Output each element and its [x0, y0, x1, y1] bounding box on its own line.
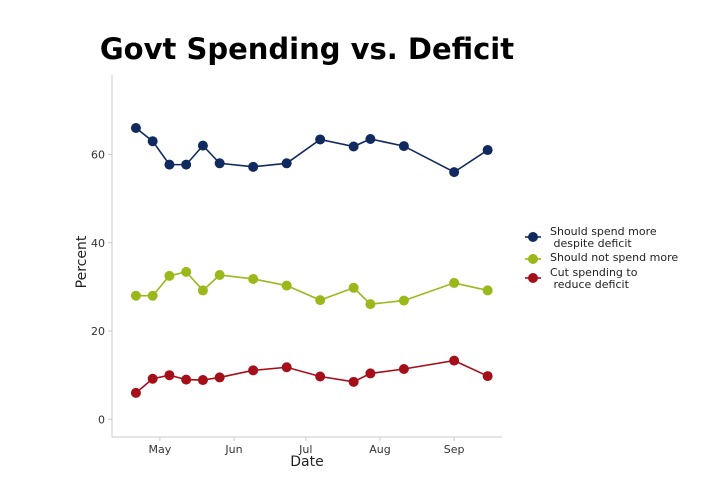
x-tick-label: Sep: [444, 443, 465, 456]
data-point: [214, 269, 225, 280]
data-point: [214, 158, 225, 169]
data-point: [197, 140, 208, 151]
y-tick-label: 0: [98, 413, 105, 426]
data-point: [248, 365, 259, 376]
x-tick-label: Jun: [224, 443, 242, 456]
data-point: [482, 371, 493, 382]
data-point: [248, 161, 259, 172]
series-line-1: [135, 271, 488, 305]
data-point: [248, 273, 259, 284]
legend-label: Should not spend more: [550, 251, 678, 264]
data-point: [281, 362, 292, 373]
data-point: [164, 159, 175, 170]
legend-marker: [528, 232, 538, 242]
y-tick-label: 20: [91, 325, 105, 338]
x-tick-label: Jul: [298, 443, 312, 456]
legend-label: Should spend more despite deficit: [550, 225, 657, 250]
data-point: [214, 372, 225, 383]
data-point: [449, 167, 460, 178]
data-point: [181, 266, 192, 277]
data-point: [164, 370, 175, 381]
y-tick-label: 60: [91, 148, 105, 161]
data-point: [315, 134, 326, 145]
data-point: [197, 375, 208, 386]
data-point: [130, 122, 141, 133]
data-point: [281, 280, 292, 291]
data-point: [315, 371, 326, 382]
data-point: [398, 295, 409, 306]
data-point: [348, 282, 359, 293]
data-point: [130, 290, 141, 301]
data-point: [281, 158, 292, 169]
y-tick-label: 40: [91, 237, 105, 250]
chart-title: Govt Spending vs. Deficit: [100, 32, 514, 66]
data-point: [197, 285, 208, 296]
data-point: [147, 290, 158, 301]
data-point: [348, 376, 359, 387]
x-axis-label: Date: [290, 454, 323, 470]
data-point: [365, 134, 376, 145]
data-point: [147, 136, 158, 147]
legend-marker: [528, 273, 538, 283]
data-point: [449, 277, 460, 288]
data-point: [398, 364, 409, 375]
data-point: [482, 285, 493, 296]
data-point: [130, 387, 141, 398]
data-point: [315, 295, 326, 306]
data-point: [348, 141, 359, 152]
data-point: [147, 373, 158, 384]
data-point: [482, 145, 493, 156]
data-point: [365, 299, 376, 310]
data-point: [164, 270, 175, 281]
legend-label: Cut spending to reduce deficit: [550, 266, 638, 291]
data-point: [449, 355, 460, 366]
data-point: [398, 141, 409, 152]
data-point: [365, 368, 376, 379]
legend-marker: [528, 254, 538, 264]
x-tick-label: Aug: [369, 443, 390, 456]
y-axis-label: Percent: [74, 235, 90, 288]
data-point: [181, 159, 192, 170]
data-point: [181, 374, 192, 385]
x-tick-label: May: [148, 443, 171, 456]
